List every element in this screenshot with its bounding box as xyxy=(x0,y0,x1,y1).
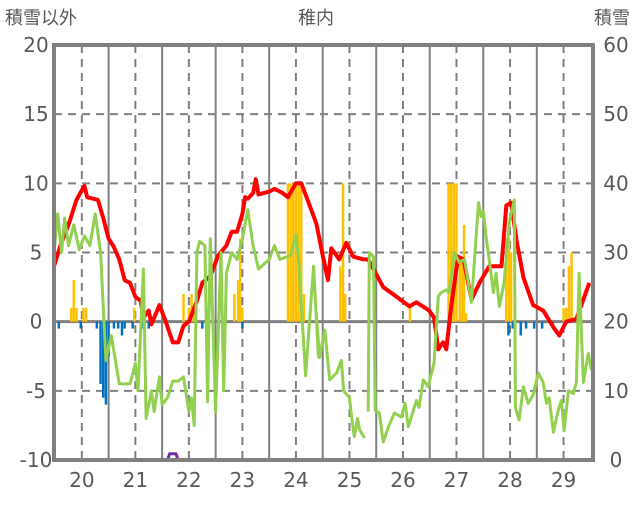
chart-title: 稚内 xyxy=(298,8,334,29)
positive-bar xyxy=(567,266,571,322)
positive-bar xyxy=(187,307,191,322)
positive-bar xyxy=(339,266,342,322)
y-tick-left: -5 xyxy=(26,379,46,403)
positive-bar xyxy=(193,307,196,322)
positive-bar xyxy=(507,238,511,322)
y-tick-right: 20 xyxy=(603,310,628,334)
series-green xyxy=(52,198,593,444)
positive-bar xyxy=(464,313,468,322)
negative-bar xyxy=(507,321,510,336)
y-tick-left: 5 xyxy=(30,241,43,265)
positive-bar xyxy=(447,183,450,322)
positive-bar xyxy=(84,307,88,322)
x-tick: 27 xyxy=(444,468,469,492)
y-tick-right: 10 xyxy=(603,379,628,403)
positive-bar xyxy=(300,183,303,322)
positive-bar xyxy=(236,280,240,322)
x-tick: 21 xyxy=(123,468,148,492)
y-tick-right: 60 xyxy=(603,33,628,57)
negative-bar xyxy=(117,321,120,329)
left-axis-label: 積雪以外 xyxy=(5,8,77,29)
positive-bar xyxy=(343,294,347,322)
x-tick: 22 xyxy=(176,468,201,492)
x-tick: 29 xyxy=(551,468,576,492)
y-tick-left: -10 xyxy=(20,448,53,472)
negative-bar xyxy=(104,321,108,405)
positive-bar xyxy=(69,307,73,322)
positive-bar xyxy=(292,183,295,322)
negative-bar xyxy=(147,321,150,329)
positive-bar xyxy=(570,252,573,322)
negative-bar xyxy=(123,321,126,329)
negative-bar xyxy=(99,321,102,384)
positive-bar xyxy=(133,307,136,322)
positive-bar xyxy=(505,238,508,322)
negative-bar xyxy=(532,321,536,329)
x-tick: 28 xyxy=(497,468,522,492)
positive-bar xyxy=(241,307,244,322)
x-tick: 20 xyxy=(69,468,94,492)
positive-bar xyxy=(72,280,76,322)
x-tick: 26 xyxy=(390,468,415,492)
y-tick-left: 15 xyxy=(23,102,48,126)
negative-bar xyxy=(112,321,116,329)
negative-bar xyxy=(95,321,99,329)
negative-bar xyxy=(131,321,134,329)
y-tick-left: 0 xyxy=(30,310,43,334)
negative-bar xyxy=(201,321,204,329)
positive-bar xyxy=(449,183,453,322)
negative-bar xyxy=(524,321,528,329)
negative-bar xyxy=(241,321,244,329)
positive-bar xyxy=(190,294,193,322)
plot-border xyxy=(52,43,595,462)
y-tick-right: 30 xyxy=(603,241,628,265)
y-tick-left: 10 xyxy=(23,171,48,195)
y-tick-left: 20 xyxy=(23,33,48,57)
y-tick-right: 50 xyxy=(603,102,628,126)
positive-bar xyxy=(294,183,298,322)
negative-bar xyxy=(57,321,61,329)
x-tick: 24 xyxy=(283,468,308,492)
positive-bar xyxy=(455,183,458,322)
positive-bar xyxy=(286,183,290,322)
x-tick: 25 xyxy=(337,468,362,492)
positive-bar xyxy=(233,294,236,322)
positive-bar xyxy=(239,238,242,322)
positive-bar xyxy=(461,256,464,322)
y-tick-right: 0 xyxy=(610,448,623,472)
plot-frame xyxy=(52,43,595,462)
negative-bar xyxy=(511,321,514,329)
positive-bar xyxy=(565,307,568,322)
negative-bar xyxy=(540,321,544,329)
negative-bar xyxy=(107,321,110,357)
positive-bar xyxy=(562,307,565,322)
grid xyxy=(54,45,593,460)
negative-bar xyxy=(519,321,522,336)
positive-bar xyxy=(82,307,85,322)
positive-bar xyxy=(302,294,306,322)
right-axis-label: 積雪 xyxy=(594,8,630,29)
negative-bar xyxy=(102,321,105,398)
positive-bar xyxy=(458,256,461,322)
positive-bar xyxy=(509,252,513,322)
positive-bar xyxy=(462,224,466,322)
positive-bar xyxy=(408,307,412,322)
y-tick-right: 40 xyxy=(603,171,628,195)
negative-bar xyxy=(120,321,124,336)
x-tick: 23 xyxy=(230,468,255,492)
positive-bar xyxy=(75,307,78,322)
positive-bar xyxy=(182,294,185,322)
series-red xyxy=(52,177,592,352)
negative-bar xyxy=(79,321,82,329)
